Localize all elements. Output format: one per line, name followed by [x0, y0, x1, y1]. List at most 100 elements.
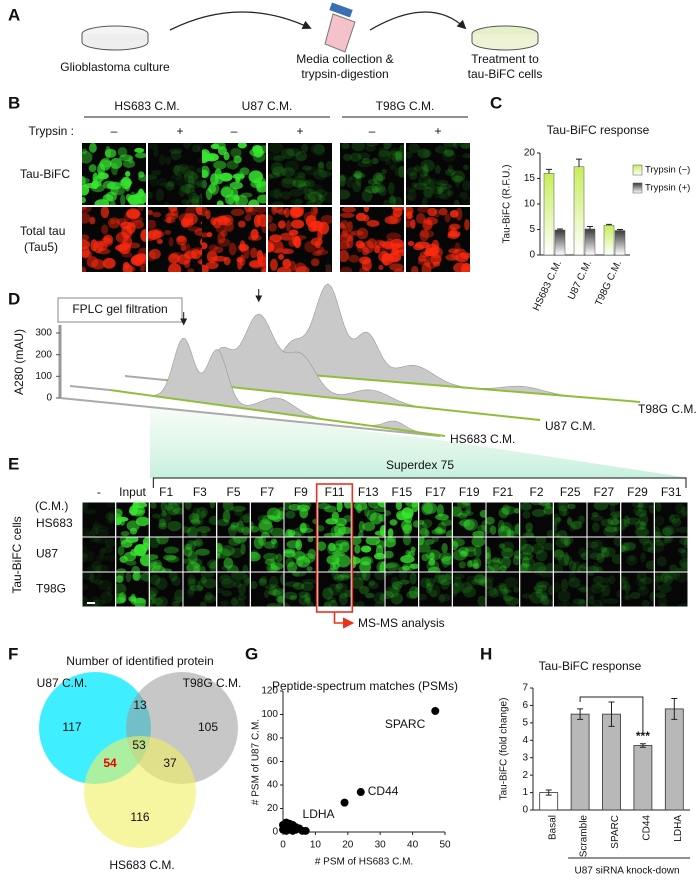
cell	[183, 165, 196, 171]
cell	[411, 182, 418, 188]
cell	[451, 251, 458, 260]
cell	[158, 518, 167, 528]
cell	[322, 587, 334, 600]
cell	[472, 563, 480, 570]
cell	[105, 511, 116, 521]
cell	[373, 174, 386, 182]
cell	[191, 194, 200, 205]
micrograph	[486, 502, 520, 537]
x-tick-label: LDHA	[673, 815, 684, 842]
cell	[649, 591, 654, 602]
cell	[231, 572, 246, 581]
cell	[185, 184, 191, 196]
bar	[584, 228, 596, 256]
cell	[403, 530, 410, 537]
cell	[452, 549, 467, 561]
cell	[281, 167, 296, 178]
cell	[587, 565, 599, 572]
cell	[288, 503, 301, 511]
bar	[614, 230, 626, 256]
cell	[164, 217, 176, 224]
cell	[663, 537, 674, 544]
unit-label: (C.M.)	[35, 499, 68, 513]
cell	[317, 161, 325, 173]
cell	[407, 188, 417, 202]
cell	[314, 189, 328, 198]
cell	[258, 521, 274, 534]
cell	[268, 222, 277, 232]
column-label: F11	[325, 485, 345, 499]
cell	[273, 155, 285, 162]
legend-label: Trypsin (−)	[645, 165, 690, 176]
cell	[600, 546, 607, 553]
cell	[196, 507, 208, 518]
micrograph	[520, 502, 553, 537]
cell	[539, 572, 553, 578]
micrograph	[116, 537, 149, 572]
cell	[457, 512, 468, 519]
cell	[658, 595, 668, 607]
cell	[640, 552, 646, 563]
cell	[118, 592, 127, 603]
cell	[304, 240, 317, 253]
cell	[230, 147, 242, 158]
cell	[658, 583, 672, 594]
condition-label: –	[111, 124, 118, 138]
cell	[82, 148, 88, 155]
cell	[217, 543, 223, 556]
cell	[445, 572, 452, 580]
cell	[270, 562, 284, 570]
column-label: F9	[294, 485, 308, 499]
cell	[635, 509, 648, 518]
cell	[406, 186, 417, 193]
cell	[663, 575, 673, 585]
cell	[82, 545, 88, 559]
cell	[513, 550, 520, 560]
region-count: 116	[130, 810, 149, 824]
bar	[602, 713, 621, 811]
cell	[221, 565, 231, 571]
cell	[301, 581, 314, 592]
cell	[589, 565, 602, 572]
cell	[408, 143, 420, 154]
fraction-axis	[109, 389, 446, 437]
micrograph-bg	[82, 537, 116, 572]
cell	[149, 563, 155, 572]
cell	[609, 503, 616, 513]
cell	[328, 543, 336, 552]
cell	[151, 561, 163, 568]
cell	[106, 586, 112, 597]
cell	[268, 172, 281, 179]
cell	[607, 502, 619, 506]
cell	[661, 525, 675, 537]
cell	[478, 576, 486, 587]
cell	[257, 256, 266, 267]
cell	[371, 157, 379, 165]
cell	[218, 574, 234, 585]
cell	[568, 572, 577, 582]
cell	[424, 539, 435, 545]
cell	[621, 575, 630, 584]
cell	[458, 143, 470, 149]
error-bar	[577, 708, 584, 720]
cell	[187, 268, 195, 272]
cell	[361, 189, 373, 202]
y-tick-label: 40	[267, 780, 279, 791]
cell	[244, 247, 250, 259]
column-label: F2	[529, 485, 543, 499]
y-tick-label: 0	[272, 827, 278, 838]
cell	[93, 600, 100, 607]
cell	[284, 591, 298, 600]
micrograph-bg	[486, 537, 520, 572]
micrograph	[419, 502, 452, 537]
cell	[281, 248, 294, 255]
cell	[151, 170, 162, 176]
micrograph	[318, 572, 351, 607]
micrograph-bg	[654, 502, 688, 537]
error-bar	[608, 701, 615, 727]
cell	[326, 554, 340, 565]
cell	[149, 559, 156, 571]
cell	[132, 597, 147, 604]
cell	[513, 586, 519, 593]
group-label: U87 C.M.	[242, 99, 293, 113]
